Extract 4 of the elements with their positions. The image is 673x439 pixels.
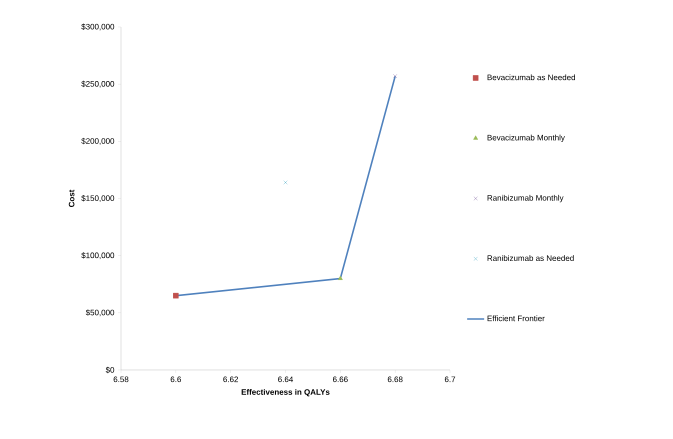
point [393,74,398,78]
point [173,292,179,298]
point [338,276,343,280]
point [283,180,288,185]
